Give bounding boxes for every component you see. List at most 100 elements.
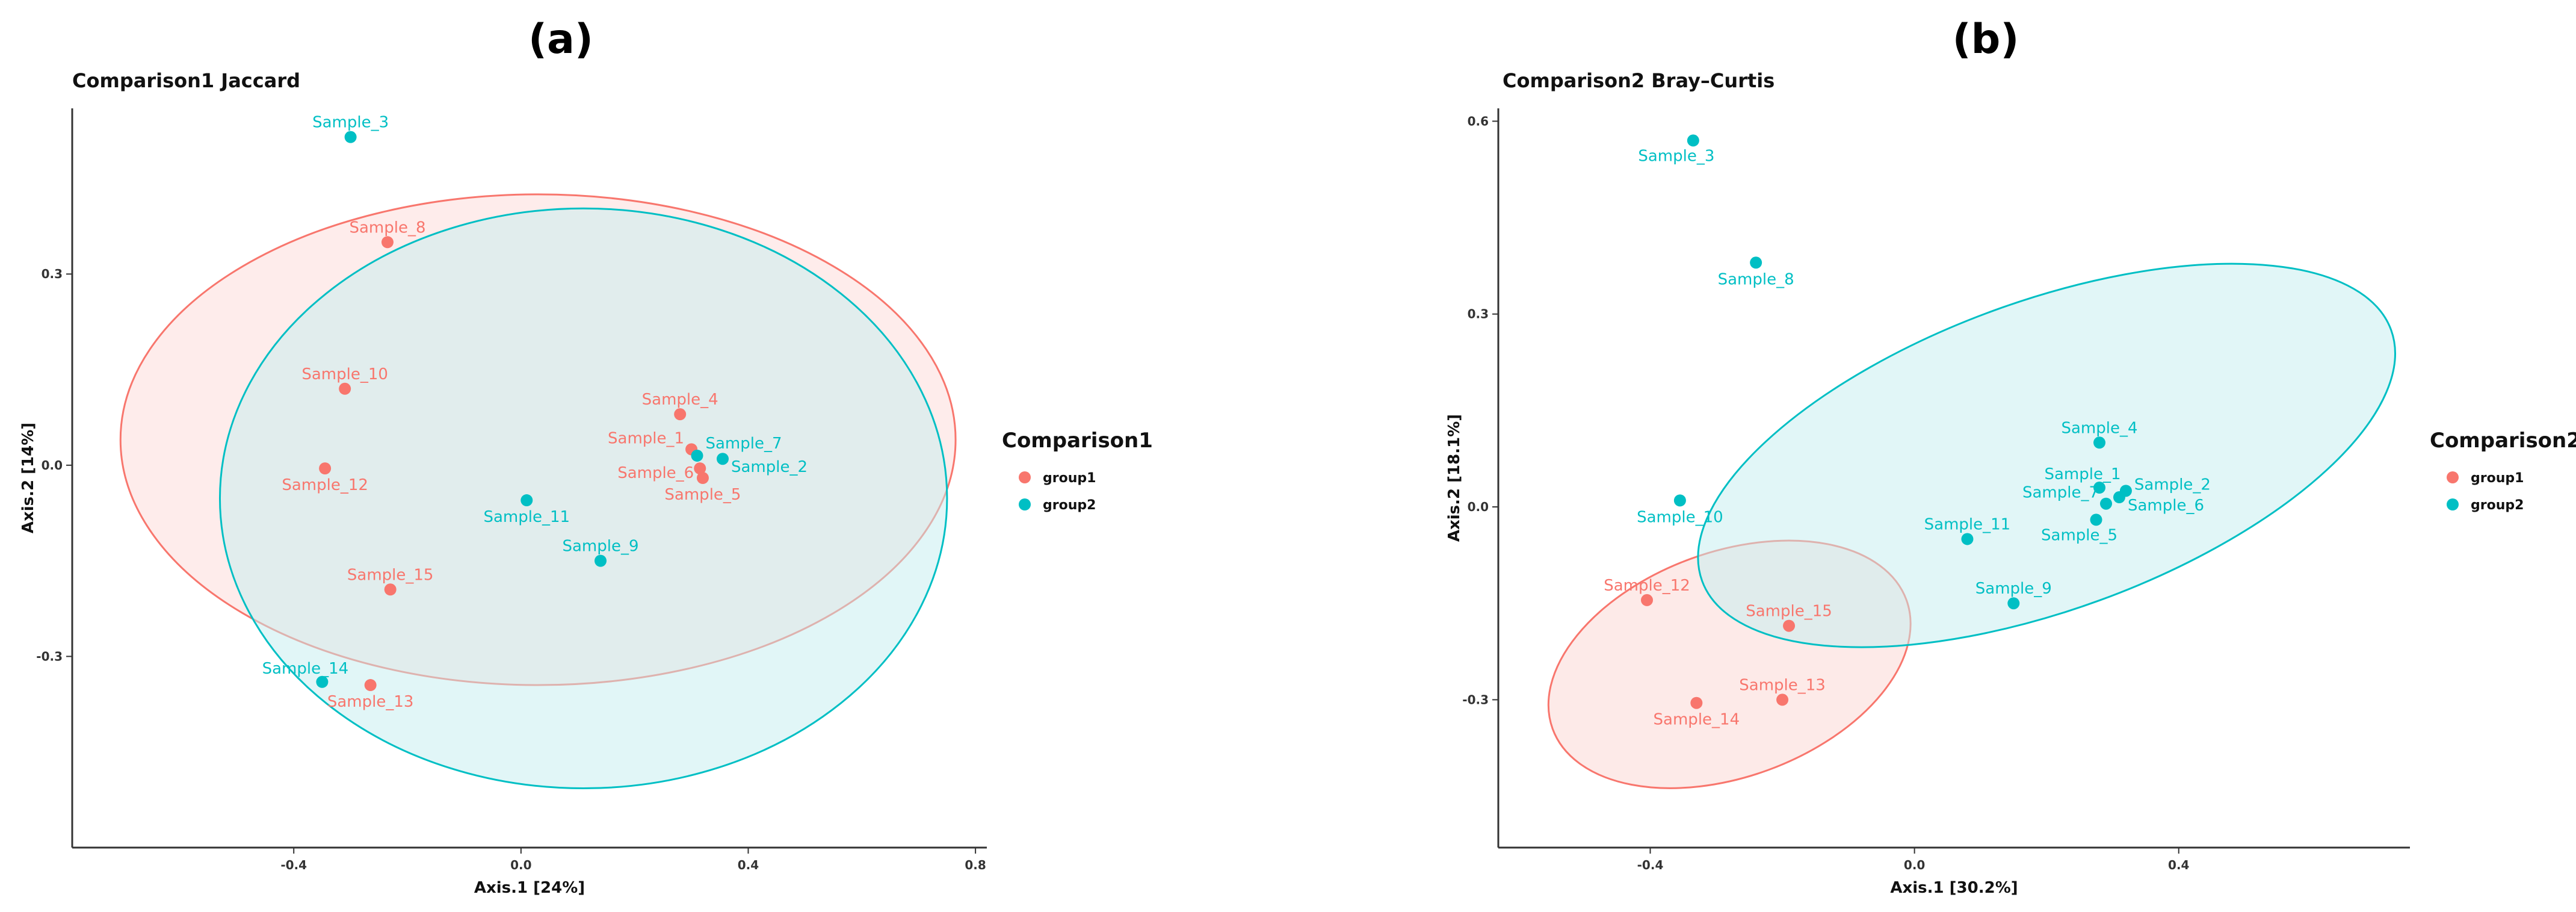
x-tick-label: 0.0	[1904, 858, 1925, 872]
data-point	[2090, 513, 2102, 526]
data-point	[339, 382, 351, 395]
point-label: Sample_7	[706, 435, 782, 453]
legend-key-group2	[1019, 498, 1031, 510]
plot-title: Comparison2 Bray–Curtis	[1503, 69, 1774, 92]
point-label: Sample_5	[664, 486, 741, 504]
point-label: Sample_10	[1637, 508, 1723, 526]
data-point	[2113, 491, 2125, 504]
point-label: Sample_10	[301, 365, 388, 383]
data-point	[716, 453, 729, 465]
legend-label: group2	[1043, 498, 1096, 513]
point-label: Sample_12	[282, 476, 368, 494]
data-point	[364, 679, 377, 692]
y-tick-label: -0.3	[1462, 692, 1489, 707]
data-point	[316, 675, 329, 688]
point-label: Sample_14	[1654, 711, 1740, 729]
x-tick-label: -0.4	[280, 858, 307, 872]
ellipse-group2	[218, 207, 948, 790]
data-point	[1961, 533, 1974, 545]
legend-key-group1	[1019, 471, 1031, 483]
chart-panel-1: (a) Comparison1 Jaccard -0.4 0.0 0.4 0.8 -0.3 0…	[19, 16, 1153, 897]
legend: Comparison1 group1 group2	[1002, 429, 1153, 513]
plot-title: Comparison1 Jaccard	[72, 69, 300, 92]
point-label: Sample_13	[1739, 676, 1826, 694]
point-label: Sample_15	[1746, 603, 1832, 621]
y-tick-label: 0.0	[1468, 500, 1489, 514]
y-tick-label: 0.3	[42, 267, 63, 281]
point-label: Sample_11	[483, 508, 570, 526]
y-tick-label: 0.0	[42, 458, 63, 473]
point-label: Sample_12	[1604, 577, 1690, 595]
point-label: Sample_2	[2134, 476, 2211, 494]
y-axis-title: Axis.2 [14%]	[19, 423, 37, 533]
point-label: Sample_1	[608, 429, 684, 447]
data-point	[1687, 134, 1699, 147]
y-tick-label: 0.6	[1468, 114, 1489, 128]
x-tick-label: 0.4	[738, 858, 759, 872]
legend-title: Comparison1	[1002, 429, 1153, 453]
legend-title: Comparison2	[2430, 429, 2576, 453]
y-tick-label: 0.3	[1468, 307, 1489, 321]
x-tick-label: -0.4	[1637, 858, 1664, 872]
confidence-ellipses	[119, 193, 957, 790]
data-points: Sample_3 Sample_8 Sample_10 Sample_12 Sample…	[262, 114, 808, 711]
data-point	[319, 462, 332, 475]
data-point	[384, 583, 397, 596]
x-axis-title: Axis.1 [30.2%]	[1890, 879, 2018, 897]
data-point	[1783, 619, 1796, 632]
data-point	[1641, 594, 1654, 606]
data-point	[1750, 256, 1762, 269]
point-label: Sample_4	[642, 391, 718, 409]
data-point	[2007, 597, 2020, 610]
legend: Comparison2 group1 group2	[2430, 429, 2576, 513]
point-label: Sample_9	[1975, 580, 2052, 598]
data-point	[696, 472, 709, 484]
point-label: Sample_3	[312, 114, 389, 132]
chart-panel-2: (b) Comparison2 Bray–Curtis -0.4 0.0 0.4 -0.3…	[1445, 16, 2576, 897]
point-label: Sample_9	[562, 538, 638, 556]
x-axis-title: Axis.1 [24%]	[474, 879, 585, 897]
point-label: Sample_8	[1718, 270, 1794, 288]
legend-label: group1	[1043, 471, 1096, 486]
data-point	[1776, 693, 1789, 706]
data-point	[1690, 696, 1703, 709]
panel-label: (b)	[1953, 16, 2019, 63]
point-label: Sample_2	[731, 458, 808, 476]
point-label: Sample_11	[1924, 515, 2011, 533]
x-tick-label: 0.0	[510, 858, 531, 872]
data-point	[381, 236, 394, 249]
point-label: Sample_6	[617, 464, 694, 482]
data-point	[674, 408, 687, 421]
confidence-ellipses	[1547, 262, 2396, 789]
point-label: Sample_5	[2041, 526, 2117, 544]
data-point	[1673, 494, 1686, 507]
point-label: Sample_13	[327, 693, 414, 711]
y-tick-label: -0.3	[36, 649, 63, 663]
x-tick-label: 0.8	[965, 858, 986, 872]
point-label: Sample_15	[347, 566, 434, 584]
ellipse-group2	[1697, 262, 2396, 648]
data-point	[2100, 497, 2112, 510]
legend-key-group2	[2447, 498, 2459, 510]
point-label: Sample_14	[262, 660, 349, 678]
point-label: Sample_8	[349, 219, 425, 237]
data-point	[520, 494, 533, 507]
point-label: Sample_1	[2045, 465, 2121, 483]
data-point	[694, 462, 706, 475]
panel-label: (a)	[528, 16, 593, 63]
data-point	[2093, 436, 2106, 449]
data-points: Sample_3 Sample_8 Sample_4 Sample_1 Sample_2…	[1604, 134, 2211, 729]
data-point	[691, 449, 703, 462]
legend-key-group1	[2447, 471, 2459, 483]
data-point	[344, 131, 357, 143]
y-axis-title: Axis.2 [18.1%]	[1445, 414, 1463, 542]
point-label: Sample_4	[2062, 419, 2138, 437]
data-point	[595, 554, 607, 567]
legend-label: group2	[2471, 498, 2524, 513]
data-point	[2093, 482, 2106, 494]
point-label: Sample_3	[1638, 147, 1714, 165]
point-label: Sample_7	[2022, 484, 2099, 502]
legend-label: group1	[2471, 471, 2524, 486]
